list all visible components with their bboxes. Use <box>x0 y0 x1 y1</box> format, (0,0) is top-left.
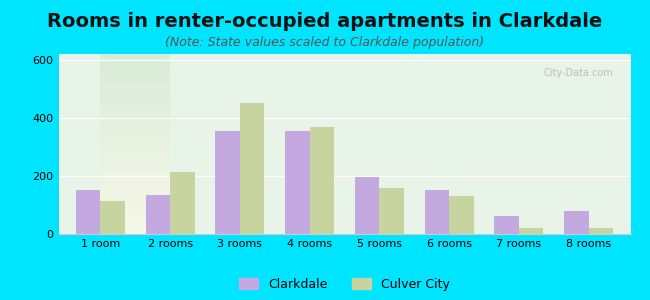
Bar <box>309 127 334 234</box>
Text: City-Data.com: City-Data.com <box>543 68 614 78</box>
Bar <box>519 228 543 234</box>
Bar <box>76 190 100 234</box>
Bar <box>170 172 194 234</box>
Bar <box>146 195 170 234</box>
Bar <box>589 228 613 234</box>
Bar <box>240 103 265 234</box>
Bar <box>380 188 404 234</box>
Bar <box>285 131 309 234</box>
Text: (Note: State values scaled to Clarkdale population): (Note: State values scaled to Clarkdale … <box>166 36 484 49</box>
Bar <box>355 176 380 234</box>
Bar <box>495 216 519 234</box>
Bar <box>564 211 589 234</box>
Bar <box>215 131 240 234</box>
Legend: Clarkdale, Culver City: Clarkdale, Culver City <box>234 273 455 296</box>
Text: Rooms in renter-occupied apartments in Clarkdale: Rooms in renter-occupied apartments in C… <box>47 12 603 31</box>
Bar <box>100 201 125 234</box>
Bar <box>449 196 474 234</box>
Bar <box>424 190 449 234</box>
